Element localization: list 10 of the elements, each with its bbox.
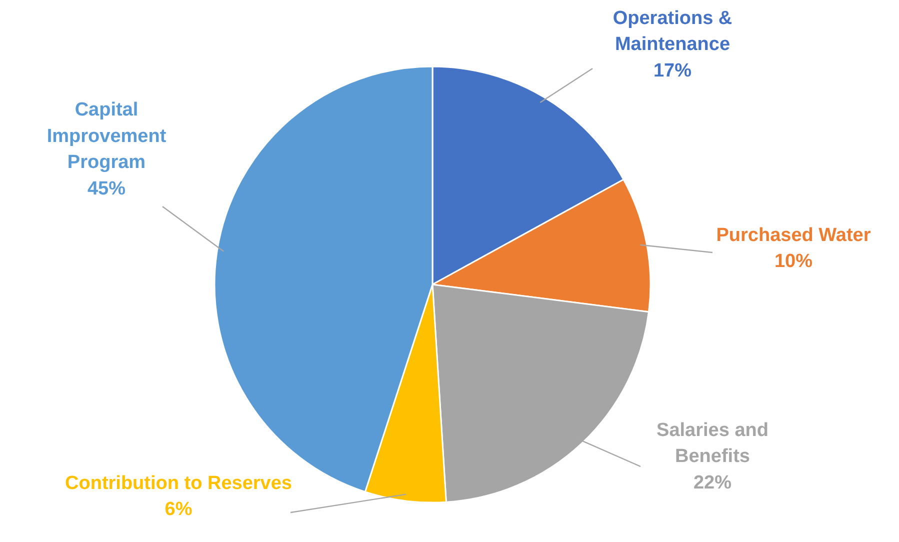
data-label: 10%: [774, 251, 813, 272]
data-label: 6%: [164, 499, 192, 520]
slice-label: Purchased Water: [716, 224, 872, 246]
slice-label: Salaries and Benefits: [656, 420, 768, 467]
slice-label: Capital Improvement Program: [46, 100, 167, 174]
data-label: 22%: [693, 472, 732, 494]
slice-label: Contribution to Reserves: [65, 472, 292, 494]
data-label: 17%: [653, 60, 692, 82]
data-label: 45%: [87, 178, 126, 200]
slice-label: Operations & Maintenance: [612, 8, 732, 55]
